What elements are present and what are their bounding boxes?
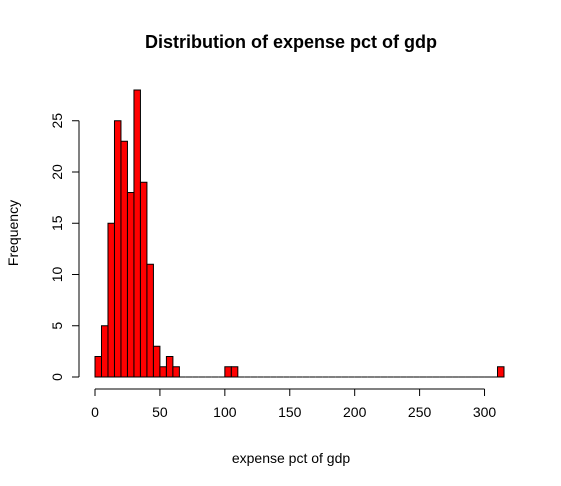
histogram-bar (152, 345, 161, 378)
y-tick-label: 20 (49, 164, 65, 180)
histogram-bar (224, 366, 232, 378)
histogram-bar (133, 89, 141, 378)
histogram-bar (497, 366, 505, 378)
y-tick-label: 25 (49, 113, 65, 129)
histogram-bar (107, 222, 115, 378)
x-tick-label: 300 (473, 404, 497, 420)
x-axis: 0 50 100 150 200 250 300 (91, 388, 497, 420)
chart-title: Distribution of expense pct of gdp (145, 32, 437, 52)
histogram-bar (94, 356, 102, 378)
x-tick-label: 50 (152, 404, 168, 420)
x-tick-label: 250 (408, 404, 432, 420)
histogram-bar (120, 140, 128, 378)
histogram-bar (172, 366, 180, 378)
histogram-bar (100, 325, 109, 378)
x-tick-label: 150 (278, 404, 302, 420)
x-tick-label: 100 (213, 404, 237, 420)
y-tick-label: 10 (49, 267, 65, 283)
histogram-bar (139, 181, 148, 378)
histogram-bar (159, 366, 167, 378)
y-axis-label: Frequency (5, 200, 21, 266)
y-tick-label: 0 (49, 373, 65, 381)
x-axis-label: expense pct of gdp (232, 450, 351, 466)
histogram-bar (165, 356, 174, 378)
histogram-bar (230, 366, 239, 378)
y-axis: 0 5 10 15 20 25 (49, 113, 80, 381)
y-tick-label: 15 (49, 215, 65, 231)
y-tick-label: 5 (49, 322, 65, 330)
histogram-bar (126, 192, 135, 378)
histogram-bar (146, 263, 154, 378)
x-tick-label: 0 (91, 404, 99, 420)
histogram-bar (113, 120, 122, 378)
bars-group (94, 89, 505, 378)
x-tick-label: 200 (343, 404, 367, 420)
